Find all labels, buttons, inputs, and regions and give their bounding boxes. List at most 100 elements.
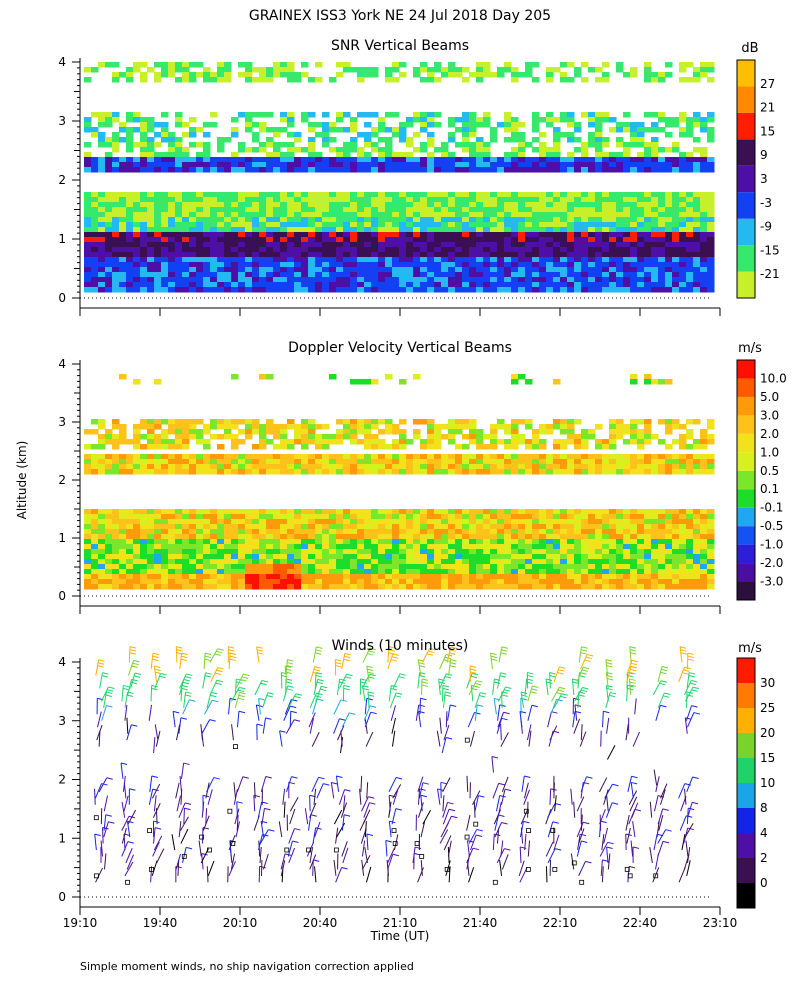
velocity-cell [595, 524, 603, 530]
snr-cell [147, 117, 155, 123]
velocity-cell [693, 469, 701, 475]
velocity-cell [623, 459, 631, 465]
velocity-cell [504, 539, 512, 545]
velocity-cell [441, 519, 449, 525]
snr-cell [189, 207, 197, 213]
velocity-cell [588, 574, 596, 580]
velocity-cell [364, 554, 372, 560]
velocity-cell [567, 539, 575, 545]
snr-cell [350, 242, 358, 248]
velocity-cell [700, 529, 708, 535]
snr-cell [693, 212, 701, 218]
velocity-cell [273, 569, 281, 575]
snr-cell [427, 227, 435, 233]
velocity-cell [224, 544, 232, 550]
snr-cell [630, 217, 638, 223]
snr-cell [91, 252, 99, 258]
velocity-cell [315, 584, 323, 590]
snr-cell [273, 252, 281, 258]
snr-cell [196, 267, 204, 273]
snr-cell [553, 287, 561, 293]
snr-cell [434, 232, 442, 238]
velocity-cell [413, 529, 421, 535]
snr-cell [287, 197, 295, 203]
velocity-cell [525, 579, 533, 585]
velocity-cell [308, 514, 316, 520]
snr-cell [399, 282, 407, 288]
snr-cell [700, 217, 708, 223]
snr-cell [609, 247, 617, 253]
snr-cell [462, 277, 470, 283]
velocity-cell [686, 469, 694, 475]
velocity-cell [357, 459, 365, 465]
velocity-cell [644, 564, 652, 570]
velocity-cell [399, 529, 407, 535]
velocity-cell [273, 514, 281, 520]
snr-cell [245, 72, 253, 78]
snr-cell [336, 262, 344, 268]
snr-cell [518, 162, 526, 168]
snr-cell [385, 152, 393, 158]
velocity-cell [448, 574, 456, 580]
snr-cell [658, 162, 666, 168]
snr-cell [588, 192, 596, 198]
snr-cell [616, 137, 624, 143]
snr-cell [546, 147, 554, 153]
velocity-cell [560, 424, 568, 430]
velocity-cell [154, 419, 162, 425]
velocity-cell [511, 554, 519, 560]
snr-cell [700, 122, 708, 128]
snr-cell [672, 142, 680, 148]
velocity-cell [175, 569, 183, 575]
snr-cell [315, 252, 323, 258]
snr-cell [196, 62, 204, 68]
snr-cell [399, 162, 407, 168]
snr-cell [147, 222, 155, 228]
snr-cell [245, 112, 253, 118]
snr-cell [252, 242, 260, 248]
velocity-cell [371, 514, 379, 520]
velocity-cell [665, 524, 673, 530]
snr-cell [140, 167, 148, 173]
snr-cell [406, 227, 414, 233]
snr-cell [700, 262, 708, 268]
velocity-cell [595, 464, 603, 470]
velocity-cell [546, 519, 554, 525]
snr-cell [154, 72, 162, 78]
snr-cell [329, 162, 337, 168]
velocity-cell [469, 529, 477, 535]
velocity-cell [161, 584, 169, 590]
snr-cell [133, 257, 141, 263]
velocity-cell [175, 444, 183, 450]
snr-cell [154, 262, 162, 268]
snr-cell [231, 157, 239, 163]
snr-cell [273, 232, 281, 238]
snr-cell [469, 237, 477, 243]
velocity-cell [406, 579, 414, 585]
snr-cell [203, 152, 211, 158]
velocity-cell [637, 569, 645, 575]
snr-cell [350, 192, 358, 198]
velocity-cell [147, 524, 155, 530]
velocity-cell [308, 534, 316, 540]
velocity-cell [196, 454, 204, 460]
velocity-cell [203, 569, 211, 575]
snr-cell [665, 197, 673, 203]
snr-cell [651, 152, 659, 158]
snr-cell [126, 197, 134, 203]
velocity-cell [644, 374, 652, 380]
snr-cell [266, 212, 274, 218]
snr-cell [98, 217, 106, 223]
velocity-cell [413, 514, 421, 520]
velocity-cell [490, 519, 498, 525]
snr-cell [490, 137, 498, 143]
velocity-cell [196, 529, 204, 535]
figure-title: GRAINEX ISS3 York NE 24 Jul 2018 Day 205 [249, 8, 551, 24]
snr-cell [644, 277, 652, 283]
snr-cell [546, 192, 554, 198]
snr-cell [616, 192, 624, 198]
snr-cell [462, 197, 470, 203]
velocity-cell [413, 544, 421, 550]
snr-cell [238, 197, 246, 203]
snr-cell [336, 197, 344, 203]
